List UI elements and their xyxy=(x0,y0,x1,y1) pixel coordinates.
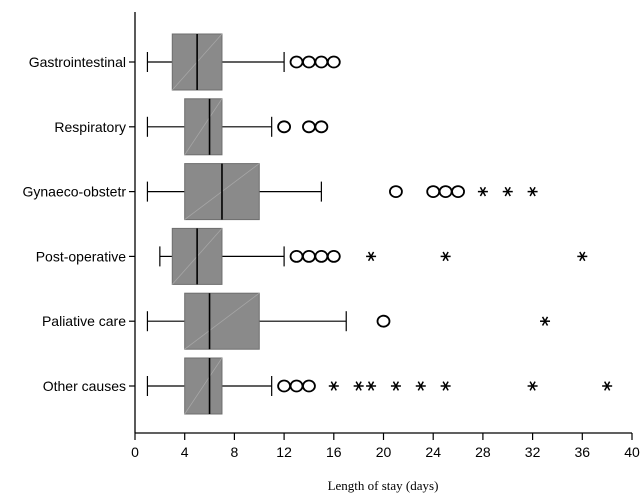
category-label: Paliative care xyxy=(42,313,126,329)
extreme-marker xyxy=(527,186,538,197)
outlier-marker xyxy=(438,185,453,199)
outlier-marker xyxy=(326,55,341,69)
extreme-stroke xyxy=(579,251,586,262)
extreme-marker xyxy=(527,381,538,391)
category-label: Gastrointestinal xyxy=(29,54,126,70)
outlier-marker xyxy=(289,249,304,263)
category-label: Other causes xyxy=(43,378,126,394)
outlier-marker xyxy=(289,379,304,393)
x-tick-label: 4 xyxy=(181,444,189,460)
outlier-marker xyxy=(314,249,329,263)
category-label: Gynaeco-obstetr xyxy=(23,184,127,200)
extreme-stroke xyxy=(603,381,611,391)
extreme-stroke xyxy=(417,381,424,391)
extreme-marker xyxy=(415,381,426,391)
x-tick-label: 32 xyxy=(525,444,541,460)
extreme-stroke xyxy=(392,381,400,391)
category-label: Respiratory xyxy=(54,119,126,135)
extreme-stroke xyxy=(504,186,511,197)
box-group xyxy=(159,227,588,285)
box-group xyxy=(146,98,329,156)
extreme-marker xyxy=(577,251,588,262)
outlier-marker xyxy=(289,55,304,69)
outlier-marker xyxy=(302,249,316,263)
x-tick-label: 12 xyxy=(276,444,292,460)
category-label: Post-operative xyxy=(36,248,126,264)
extreme-marker xyxy=(440,381,451,391)
box-texture xyxy=(184,292,260,350)
extreme-marker xyxy=(353,381,364,391)
x-tick-label: 20 xyxy=(376,444,392,460)
outlier-marker xyxy=(326,249,341,263)
extreme-stroke xyxy=(529,381,536,391)
box-texture xyxy=(184,98,223,156)
extreme-marker xyxy=(390,381,401,391)
extreme-stroke xyxy=(541,316,549,326)
extreme-stroke xyxy=(479,186,487,197)
x-tick-label: 8 xyxy=(231,444,239,460)
outlier-marker xyxy=(302,379,316,393)
outlier-marker xyxy=(426,185,441,199)
box-group xyxy=(146,292,551,350)
outlier-marker xyxy=(277,379,292,393)
extreme-marker xyxy=(502,186,513,197)
extreme-stroke xyxy=(442,251,449,262)
boxes-layer xyxy=(146,33,613,415)
outlier-marker xyxy=(314,120,329,134)
outlier-marker xyxy=(389,185,403,199)
extreme-marker xyxy=(602,381,613,391)
outlier-marker xyxy=(376,314,391,328)
extreme-stroke xyxy=(367,381,375,391)
extreme-stroke xyxy=(355,381,362,391)
extreme-marker xyxy=(440,251,451,262)
extreme-marker xyxy=(540,316,551,326)
box-group xyxy=(146,357,613,415)
x-axis-title: Length of stay (days) xyxy=(328,478,439,493)
x-tick-label: 24 xyxy=(425,444,441,460)
box-group xyxy=(146,163,538,221)
extreme-marker xyxy=(477,186,488,197)
extreme-stroke xyxy=(442,381,449,391)
x-tick-label: 16 xyxy=(326,444,342,460)
extreme-marker xyxy=(366,381,377,391)
outlier-marker xyxy=(302,55,316,69)
x-tick-label: 0 xyxy=(131,444,139,460)
extreme-stroke xyxy=(330,381,337,391)
extreme-stroke xyxy=(367,251,375,262)
outlier-marker xyxy=(277,120,292,134)
extreme-stroke xyxy=(529,186,536,197)
axes-layer: 0 4 8 12 16 20 24 28 32 36 40 Gastrointestinal Respi… xyxy=(23,12,640,460)
outlier-marker xyxy=(314,55,329,69)
box-texture xyxy=(184,357,223,415)
extreme-marker xyxy=(328,381,339,391)
x-tick-label: 28 xyxy=(475,444,491,460)
outlier-marker xyxy=(451,185,465,199)
x-tick-label: 40 xyxy=(624,444,640,460)
outlier-marker xyxy=(302,120,316,134)
x-tick-label: 36 xyxy=(575,444,591,460)
box-group xyxy=(146,33,341,91)
extreme-marker xyxy=(366,251,377,262)
